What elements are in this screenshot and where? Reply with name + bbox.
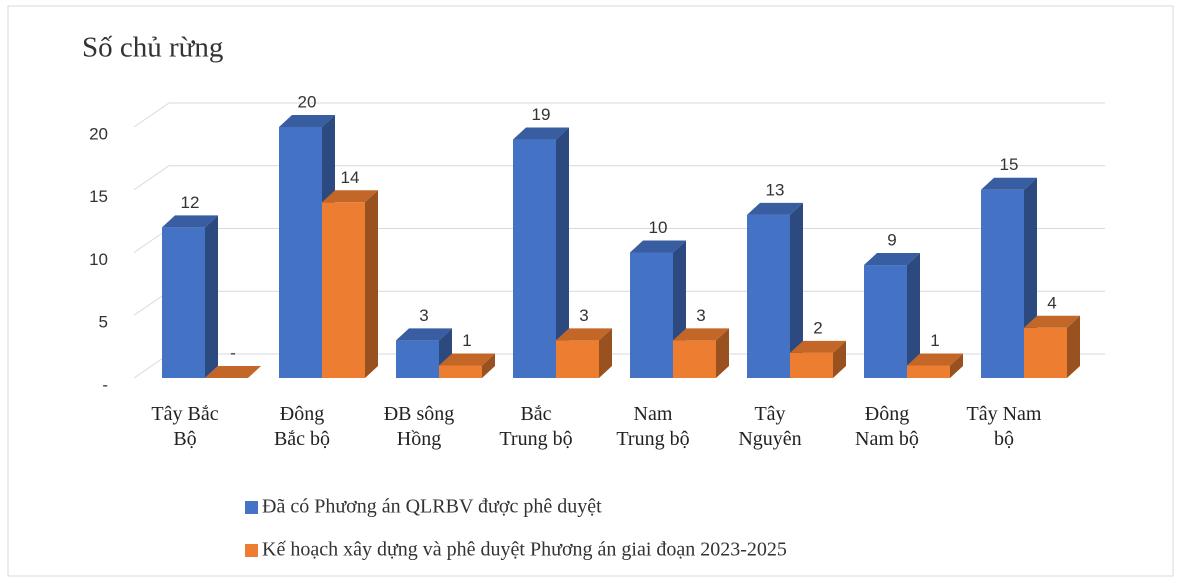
data-label: - bbox=[230, 343, 236, 362]
bar-top bbox=[981, 177, 1037, 190]
data-label: 3 bbox=[696, 306, 705, 325]
y-tick-label: - bbox=[102, 375, 108, 394]
bar-top bbox=[790, 340, 846, 353]
bar-side bbox=[1067, 315, 1080, 378]
bar bbox=[513, 139, 556, 378]
data-label: 4 bbox=[1047, 293, 1056, 312]
bar-top bbox=[322, 190, 378, 203]
y-tick-label: 5 bbox=[99, 313, 108, 332]
bar-side bbox=[205, 215, 218, 378]
x-tick-label: Đông Bắc bộ bbox=[273, 403, 331, 450]
bar-side bbox=[950, 353, 963, 378]
x-tick-label: Tây Bắc Bộ bbox=[151, 403, 219, 450]
bar-side bbox=[365, 190, 378, 378]
bar bbox=[1024, 327, 1067, 378]
data-label: 12 bbox=[181, 193, 200, 212]
data-label: 1 bbox=[930, 331, 939, 350]
data-label: 13 bbox=[766, 180, 785, 199]
bar-side bbox=[716, 328, 729, 378]
bar bbox=[747, 214, 790, 378]
data-label: 1 bbox=[462, 331, 471, 350]
bar-top bbox=[205, 366, 261, 378]
bar-top bbox=[1024, 315, 1080, 328]
data-label: 2 bbox=[813, 318, 822, 337]
bar bbox=[439, 365, 482, 378]
bar-top bbox=[556, 328, 612, 341]
bar-side bbox=[482, 353, 495, 378]
bar-top bbox=[864, 253, 920, 266]
bar-top bbox=[673, 328, 729, 341]
bar-side bbox=[833, 340, 846, 378]
y-tick-label: 20 bbox=[89, 124, 108, 143]
bar bbox=[864, 265, 907, 378]
bar-side bbox=[556, 127, 569, 378]
data-label: 9 bbox=[887, 231, 896, 250]
bar-top bbox=[162, 215, 218, 228]
data-label: 20 bbox=[298, 92, 317, 111]
bar bbox=[630, 252, 673, 378]
bar bbox=[279, 127, 322, 378]
data-label: 14 bbox=[341, 168, 360, 187]
data-label: 3 bbox=[579, 306, 588, 325]
data-label: 19 bbox=[532, 105, 551, 124]
x-tick-label: Đông Nam bộ bbox=[855, 403, 919, 450]
x-tick-label: Bắc Trung bộ bbox=[499, 403, 573, 450]
bar bbox=[981, 189, 1024, 378]
bar bbox=[673, 340, 716, 378]
x-tick-label: Tây Nam bộ bbox=[966, 403, 1042, 450]
bar bbox=[907, 365, 950, 378]
bar-side bbox=[599, 328, 612, 378]
legend-label: Kế hoạch xây dựng và phê duyệt Phương án… bbox=[262, 539, 787, 561]
grid-line bbox=[133, 165, 1105, 191]
bar bbox=[322, 202, 365, 378]
bar-top bbox=[396, 328, 452, 341]
bar-top bbox=[907, 353, 963, 366]
legend-label: Đã có Phương án QLRBV được phê duyệt bbox=[262, 496, 602, 518]
legend-swatch bbox=[245, 501, 258, 514]
bar-top bbox=[513, 127, 569, 140]
bar bbox=[556, 340, 599, 378]
bar bbox=[396, 340, 439, 378]
x-tick-label: Tây Nguyên bbox=[738, 403, 802, 450]
bar bbox=[790, 352, 833, 378]
bar-side bbox=[907, 253, 920, 378]
data-label: 10 bbox=[649, 218, 668, 237]
data-label: 15 bbox=[1000, 155, 1019, 174]
y-tick-label: 10 bbox=[89, 250, 108, 269]
y-tick-label: 15 bbox=[89, 187, 108, 206]
bar-top bbox=[747, 202, 803, 215]
legend-swatch bbox=[245, 544, 258, 557]
bar-top bbox=[630, 240, 686, 253]
x-tick-label: Nam Trung bộ bbox=[616, 403, 690, 450]
bar bbox=[162, 227, 205, 378]
x-tick-label: ĐB sông Hồng bbox=[383, 403, 455, 450]
data-label: 3 bbox=[419, 306, 428, 325]
bar-side bbox=[790, 202, 803, 378]
bar-top bbox=[279, 115, 335, 127]
grid-line bbox=[133, 102, 1105, 128]
bar-top bbox=[439, 353, 495, 366]
chart-title: Số chủ rừng bbox=[82, 32, 223, 64]
